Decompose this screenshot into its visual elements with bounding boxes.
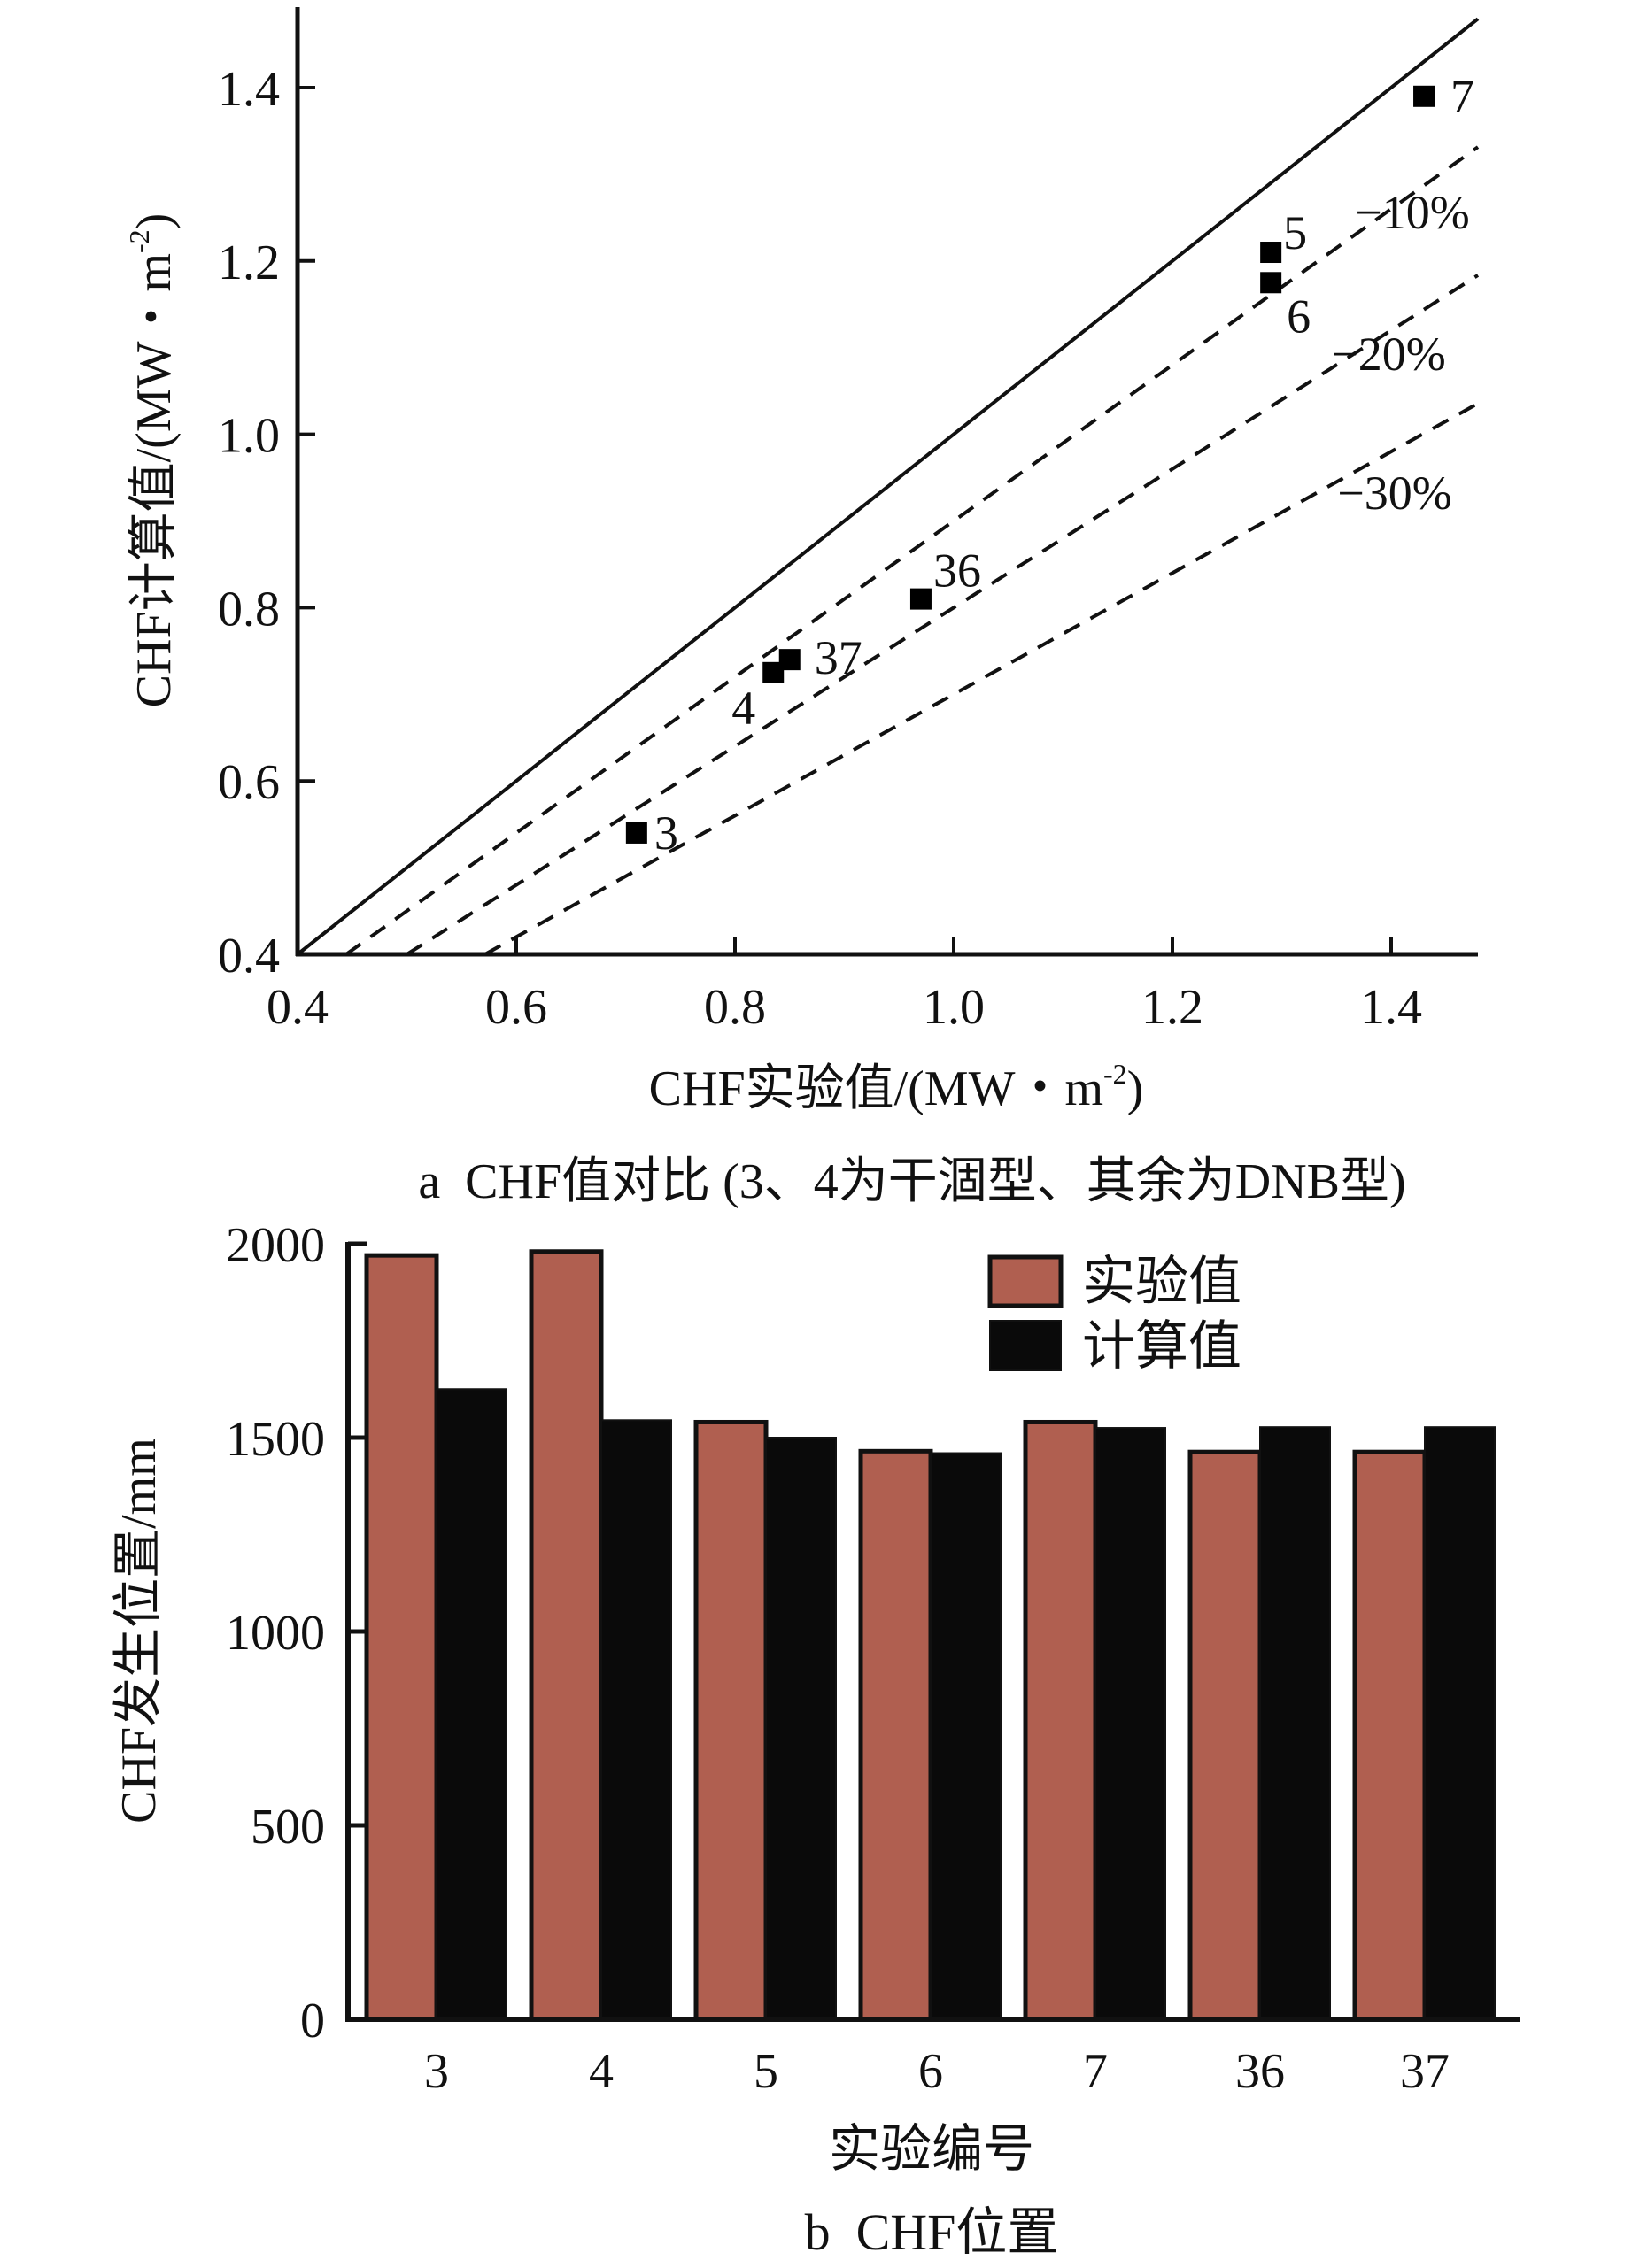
data-point-marker [778,649,801,671]
legend-label-experimental: 实验值 [1082,1253,1241,1311]
caption-b: b CHF位置 [805,2203,1059,2261]
data-point-label: 3 [654,806,678,860]
legend-swatch-calculated [989,1320,1062,1371]
y-axis-title-a: CHF计算值/(MW・m-2) [123,213,182,708]
reference-line-label: −30% [1337,467,1451,520]
x-axis-title-a-sup: -2 [1103,1058,1127,1090]
y-tick-label-b: 1000 [226,1606,325,1661]
bar-calculated [765,1437,837,2020]
data-point-label: 37 [815,631,862,684]
x-axis-title-a-close: ) [1127,1061,1144,1116]
x-tick-label-a: 0.8 [704,980,766,1035]
x-tick-label-b: 4 [589,2044,614,2099]
reference-line-label: −10% [1355,186,1469,239]
x-tick-label-b: 7 [1083,2044,1108,2099]
y-tick-label-b: 0 [300,1994,325,2048]
legend-label-calculated: 计算值 [1082,1317,1241,1376]
panel-b-bar: 0 500 1000 1500 2000 3 4 5 6 7 36 37 实验值 计算值 CHF发生… [112,1218,1520,2261]
panel-a-scatter: 0.4 0.6 0.8 1.0 1.2 1.4 0.4 0.6 0.8 1.0 1.2 1.4 3 4… [123,7,1480,1209]
reference-line--10pct [344,145,1480,956]
data-point-label: 36 [933,544,981,598]
y-ticks-b: 0 500 1000 1500 2000 [226,1218,367,2048]
bar-calculated [1094,1427,1166,2021]
data-point-marker [1260,272,1282,294]
x-tick-label-b: 36 [1235,2044,1285,2099]
bar-experimental [1352,1449,1427,2022]
y-tick-label-a: 0.6 [218,755,280,810]
x-axis-title-a: CHF实验值/(MW・m-2) [649,1058,1144,1116]
reference-lines [296,17,1480,956]
legend: 实验值 计算值 [987,1253,1241,1376]
bar-experimental [364,1253,439,2022]
y-axis-title-a-sup: -2 [123,229,155,253]
x-tick-label-a: 0.4 [267,980,329,1035]
data-point-marker [909,588,932,610]
x-ticks-a: 0.4 0.6 0.8 1.0 1.2 1.4 [267,937,1422,1035]
legend-swatch-experimental [987,1254,1064,1308]
reference-line--20pct [406,274,1480,956]
axes-a [295,7,1478,957]
x-tick-label-a: 1.4 [1360,980,1422,1035]
bar-calculated [1424,1426,1496,2020]
bar-calculated [930,1452,1002,2020]
data-point-label: 5 [1283,206,1307,259]
y-axis-title-a-main: CHF计算值/(MW・m [127,253,182,707]
caption-a: a CHF值对比 (3、4为干涸型、其余为DNB型) [418,1154,1405,1209]
y-tick-label-b: 2000 [226,1218,325,1273]
y-tick-label-a: 1.2 [218,235,280,290]
y-tick-label-a: 1.0 [218,409,280,464]
x-tick-label-b: 3 [424,2044,449,2099]
reference-line-identity [296,17,1480,956]
bar-experimental [858,1448,933,2022]
y-tick-label-a: 0.8 [218,582,280,636]
y-ticks-a: 0.4 0.6 0.8 1.0 1.2 1.4 [218,62,315,984]
bar-calculated [436,1388,507,2020]
y-tick-label-b: 500 [251,1800,325,1855]
bar-experimental [693,1419,769,2022]
reference-line--30pct [483,402,1479,956]
y-axis-title-b: CHF发生位置/mm [112,1438,166,1824]
x-tick-label-a: 0.6 [485,980,547,1035]
y-tick-label-a: 1.4 [218,62,280,117]
y-axis-title-a-close: ) [127,213,182,230]
x-tick-label-a: 1.2 [1141,980,1203,1035]
x-tick-label-b: 5 [754,2044,778,2099]
data-point-marker [1413,85,1435,107]
bar-experimental [1187,1449,1263,2022]
x-axis-title-b: 实验编号 [829,2120,1034,2178]
bar-calculated [600,1419,672,2021]
y-tick-label-b: 1500 [226,1412,325,1467]
reference-line-label: −20% [1331,328,1445,381]
bar-calculated [1259,1426,1331,2020]
data-point-label: 4 [731,682,755,735]
x-tick-label-b: 6 [918,2044,943,2099]
x-ticks-b: 3 4 5 6 7 36 37 [424,2044,1450,2099]
x-tick-label-a: 1.0 [923,980,985,1035]
bar-experimental [1023,1419,1098,2022]
x-axis-title-a-main: CHF实验值/(MW・m [649,1061,1103,1116]
bar-experimental [529,1249,604,2022]
data-points: 3 4 37 36 5 6 7 [625,70,1474,860]
data-point-marker [625,822,647,844]
reference-line-labels: −10% −20% −30% [1331,186,1469,520]
x-tick-label-b: 37 [1400,2044,1450,2099]
data-point-label: 6 [1287,289,1311,343]
data-point-marker [1260,242,1282,264]
data-point-label: 7 [1450,70,1474,123]
bars [364,1249,1496,2022]
y-tick-label-a: 0.4 [218,929,280,984]
